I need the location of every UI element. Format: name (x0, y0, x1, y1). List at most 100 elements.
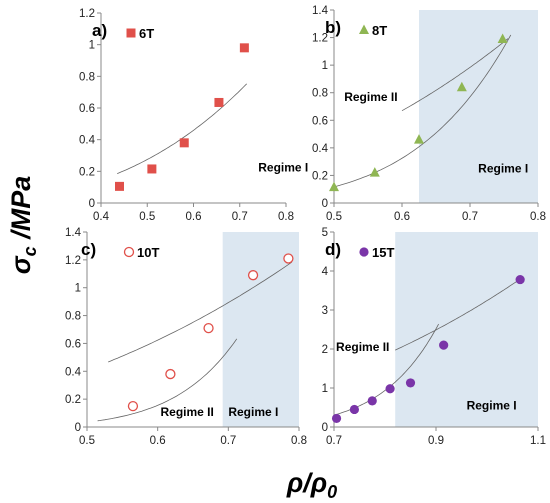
x-tick-label: 0.8 (530, 211, 546, 223)
x-tick-label: 0.5 (139, 211, 155, 223)
y-tick-label: 0 (89, 198, 95, 210)
y-tick-label: 1.2 (65, 255, 81, 267)
legend-marker (126, 28, 136, 38)
regime-annotation: Regime I (467, 398, 517, 412)
x-tick-label: 0.5 (326, 211, 342, 223)
x-axis-title: ρ/ρ0 (286, 468, 337, 502)
y-tick-label: 4 (322, 266, 329, 278)
data-point (369, 167, 380, 177)
y-tick-label: 0 (322, 422, 328, 434)
regime-annotation: Regime I (258, 160, 308, 174)
data-point (214, 97, 224, 107)
y-tick-label: 0.4 (312, 143, 329, 155)
data-point (456, 81, 467, 92)
y-tick-label: 1 (322, 60, 328, 72)
x-tick-label: 0.6 (150, 435, 166, 447)
y-axis-title: σc /MPa (6, 176, 40, 274)
y-tick-label: 0.4 (65, 366, 82, 378)
y-tick-label: 1 (75, 283, 81, 295)
data-point (127, 400, 139, 412)
x-tick-label: 0.4 (93, 211, 110, 223)
y-tick-label: 1.4 (65, 227, 82, 239)
legend-marker (123, 246, 135, 258)
x-tick-label: 0.7 (232, 211, 248, 223)
y-tick-label: 0 (322, 198, 328, 210)
regime-annotation: Regime I (478, 162, 528, 176)
panel-4: 0 1 2 3 4 5 0.7 0.9 1.1 d) 15T Regime II Regime I (322, 227, 546, 447)
data-point (179, 138, 189, 148)
y-tick-label: 0.8 (65, 311, 81, 323)
x-tick-label: 0.8 (278, 211, 294, 223)
power-law-fit-line (108, 261, 293, 363)
y-tick-label: 0.2 (312, 170, 328, 182)
x-tick-label: 1.1 (530, 435, 546, 447)
regime-i-shaded-region (419, 10, 538, 203)
power-law-fit-line (334, 34, 512, 188)
power-law-fit-line (117, 83, 247, 174)
legend-marker (359, 24, 369, 34)
y-tick-label: 0 (75, 422, 81, 434)
data-point (414, 134, 424, 144)
x-tick-label: 0.6 (186, 211, 202, 223)
regime-annotation: Regime I (228, 405, 278, 419)
y-tick-label: 1 (89, 40, 95, 52)
panel-label: d) (325, 240, 341, 259)
panel-2: 0 0.2 0.4 0.6 0.8 1 1.2 1.4 0.5 0.6 0.7 0.8 b) 8T Regi… (312, 5, 546, 223)
data-point (247, 270, 259, 281)
y-tick-label: 1.2 (312, 33, 328, 45)
x-tick-label: 0.7 (220, 435, 236, 447)
y-tick-label: 0.6 (65, 338, 81, 350)
y-tick-label: 0.6 (79, 103, 95, 115)
panel-label: c) (81, 240, 96, 259)
regime-i-shaded-region (395, 232, 538, 427)
x-tick-label: 0.7 (462, 211, 478, 223)
power-law-fit-line (401, 38, 509, 112)
legend-marker (359, 247, 369, 257)
data-point (165, 368, 176, 380)
x-tick-label: 0.7 (326, 435, 342, 447)
regime-i-shaded-region (222, 232, 299, 427)
data-point (497, 33, 508, 43)
panel-label: a) (92, 21, 107, 40)
x-tick-label: 0.8 (291, 435, 307, 447)
data-point (349, 404, 359, 415)
x-tick-label: 0.9 (428, 435, 444, 447)
y-tick-label: 5 (322, 227, 328, 239)
data-point (329, 181, 339, 192)
data-point (239, 43, 249, 53)
legend-label: 6T (139, 26, 154, 41)
panel-1: 0 0.2 0.4 0.6 0.8 1 1.2 0.4 0.5 0.6 0.7 0.8 a) 6T Regi… (79, 8, 308, 223)
y-tick-label: 1.4 (312, 5, 329, 17)
panel-3: 0 0.2 0.4 0.6 0.8 1 1.2 1.4 0.5 0.6 0.7 0.8 c) 10T Reg… (65, 227, 307, 447)
data-point (115, 181, 124, 191)
regime-annotation: Regime II (336, 340, 389, 354)
data-point (367, 396, 377, 406)
legend-label: 10T (137, 245, 159, 260)
data-point (283, 253, 294, 264)
y-tick-label: 0.6 (312, 115, 328, 127)
y-tick-label: 0.4 (79, 135, 96, 147)
y-tick-label: 2 (322, 344, 328, 356)
y-tick-label: 0.2 (65, 394, 81, 406)
power-law-fit-line (395, 278, 521, 351)
data-point (147, 164, 157, 174)
regime-annotation: Regime II (344, 90, 397, 104)
data-point (203, 322, 214, 334)
data-point (385, 384, 395, 394)
y-tick-label: 1 (322, 383, 328, 395)
x-tick-label: 0.6 (394, 211, 410, 223)
y-tick-label: 1.2 (79, 8, 95, 20)
power-law-fit-line (97, 338, 238, 422)
panel-label: b) (325, 18, 341, 37)
y-tick-label: 0.2 (79, 166, 95, 178)
data-point (405, 378, 416, 388)
x-tick-label: 0.5 (79, 435, 95, 447)
data-point (515, 274, 525, 285)
legend-label: 15T (372, 245, 394, 260)
y-tick-label: 0.8 (79, 71, 95, 83)
legend-label: 8T (372, 23, 387, 38)
data-point (331, 413, 342, 424)
data-point (439, 340, 449, 350)
panels: 0 0.2 0.4 0.6 0.8 1 1.2 0.4 0.5 0.6 0.7 0.8 a) 6T Regi… (65, 5, 546, 447)
